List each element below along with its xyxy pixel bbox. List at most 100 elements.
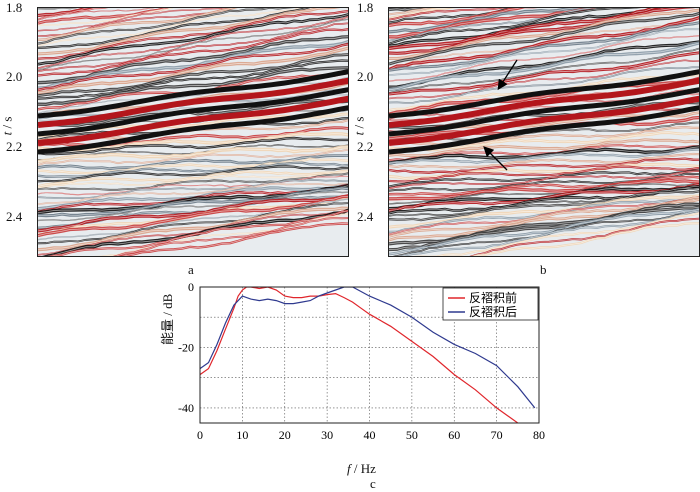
seismic-wiggle [38, 195, 348, 236]
seismic-wiggle [38, 158, 348, 174]
seismic-wiggle [389, 139, 699, 157]
seismic-wiggle [38, 8, 106, 21]
legend-box [442, 287, 539, 321]
y-tick-b-3: 2.2 [357, 139, 374, 154]
seismic-wiggle [38, 149, 348, 166]
strong-reflector [389, 95, 699, 146]
seismic-wiggle [389, 17, 699, 70]
seismic-wiggle [38, 133, 348, 151]
x-tick-labels: 0 10 20 30 40 50 60 70 80 [197, 428, 545, 442]
y-axis-title-c: 能量 / dB [160, 293, 175, 345]
seismic-wiggle [38, 202, 348, 244]
seismic-wiggle [38, 137, 348, 155]
x-tick-label: 0 [197, 428, 203, 442]
seismic-wiggle [389, 8, 655, 49]
seismic-wiggle [38, 8, 168, 24]
seismic-wiggle [38, 8, 332, 55]
seismic-wiggle [38, 171, 348, 189]
strong-reflector [38, 77, 348, 128]
seismic-wiggle [38, 28, 348, 76]
seismic-wiggle [38, 155, 348, 170]
seismic-wiggle [38, 207, 348, 251]
strong-reflector [38, 95, 348, 146]
subfigure-label-c: c [370, 476, 376, 491]
y-tick-label: -40 [178, 401, 194, 415]
x-tick-label: 80 [533, 428, 545, 442]
x-tick-label: 10 [236, 428, 248, 442]
seismic-wiggle [389, 153, 699, 168]
y-tick-labels: 0 -20 -40 [178, 280, 194, 415]
seismic-wiggle [38, 54, 348, 97]
y-tick-a-1: 1.8 [6, 0, 23, 15]
strong-reflector [389, 105, 699, 155]
subfigure-label-a: a [188, 262, 194, 277]
legend-label-2: 反褶积后 [469, 304, 517, 319]
seismic-wiggle [389, 170, 699, 189]
seismic-wiggle [389, 8, 513, 23]
seismic-wiggle [38, 191, 348, 221]
seismic-wiggle [389, 158, 699, 174]
arrow-lower [483, 146, 508, 171]
seismic-wiggle [389, 132, 699, 151]
seismic-wiggle [389, 28, 699, 76]
arrow-upper [497, 59, 518, 91]
y-tick-b-1: 1.8 [357, 0, 374, 15]
seismic-section-b [388, 7, 700, 257]
seismic-wiggle [389, 52, 699, 95]
seismic-wiggle [38, 8, 308, 49]
seismic-wiggle [389, 8, 583, 33]
seismic-wiggle [389, 35, 699, 82]
series-line-1 [200, 287, 520, 423]
seismic-wiggle [389, 183, 699, 211]
seismic-wiggle [389, 22, 699, 71]
series-line-2 [200, 287, 536, 409]
seismic-wiggle [38, 22, 348, 72]
chart-series [200, 287, 536, 423]
seismic-wiggle [389, 166, 699, 182]
seismic-wiggle [38, 179, 348, 199]
strong-reflector [38, 105, 348, 155]
seismic-wiggle [38, 100, 348, 126]
seismic-wiggle [38, 195, 348, 232]
seismic-wiggle [389, 8, 521, 26]
seismic-wiggle [38, 16, 348, 69]
seismic-wiggle [389, 195, 699, 228]
seismic-wiggle [38, 183, 348, 205]
seismic-wiggle [38, 146, 348, 162]
seismic-wiggle [38, 47, 348, 94]
chart-frame [199, 286, 540, 424]
seismic-wiggle [38, 8, 235, 41]
seismic-wiggle [389, 8, 591, 38]
x-axis-title-c: f / Hz [347, 461, 376, 476]
y-axis-title-b: t / s [351, 116, 367, 136]
y-tick-label: 0 [188, 280, 194, 294]
y-tick-a-4: 2.4 [6, 209, 23, 224]
seismic-wiggle [389, 78, 699, 115]
y-tick-label: -20 [178, 340, 194, 354]
seismic-wiggle [400, 210, 699, 256]
x-tick-label: 50 [406, 428, 418, 442]
seismic-wiggle [38, 67, 348, 105]
seismic-wiggle [471, 218, 699, 256]
y-tick-b-4: 2.4 [357, 209, 374, 224]
seismic-wiggle [389, 42, 699, 91]
seismic-wiggle [38, 60, 348, 99]
seismic-wiggle [38, 14, 348, 65]
seismic-wiggle [38, 8, 300, 47]
seismic-wiggle [389, 8, 631, 45]
subfigure-label-b: b [540, 262, 547, 277]
seismic-wiggle [38, 8, 286, 44]
seismic-wiggle [389, 146, 699, 164]
seismic-wiggle [38, 8, 228, 32]
seismic-wiggle [38, 172, 348, 191]
seismic-wiggle [38, 8, 173, 26]
seismic-wiggle [389, 59, 699, 99]
seismic-image-b [389, 8, 699, 256]
seismic-wiggle [389, 149, 699, 164]
seismic-wiggle [38, 166, 348, 182]
seismic-wiggle [38, 36, 348, 84]
seismic-wiggle [389, 190, 699, 221]
seismic-wiggle [38, 43, 348, 91]
